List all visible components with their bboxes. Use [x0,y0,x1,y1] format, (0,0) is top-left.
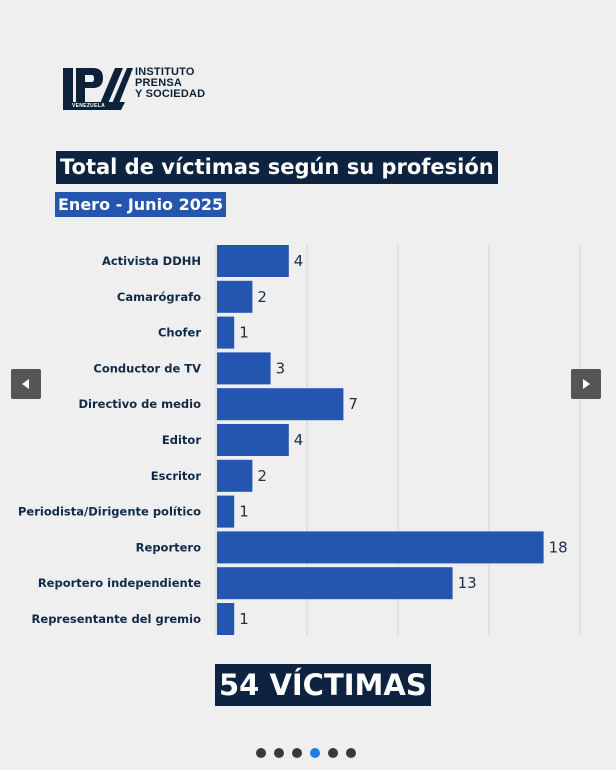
carousel-dot[interactable] [256,748,266,758]
bar [217,245,289,277]
ipys-logo-mark [63,68,133,110]
category-label: Escritor [151,469,202,483]
bar [217,531,544,564]
chart-title: Total de víctimas según su profesión [56,151,498,184]
bar [217,388,344,421]
value-label: 2 [257,288,267,306]
category-label: Editor [162,433,201,447]
bar-chart: Activista DDHH 4 Camarógrafo 2 Chofer 1 Conduc… [18,244,581,636]
bar [217,459,253,492]
logo-subtext: VENEZUELA [72,103,105,109]
value-label: 1 [239,503,249,521]
category-label: Activista DDHH [102,254,201,268]
total-victims: 54 VÍCTIMAS [215,664,431,706]
value-label: 18 [549,538,568,556]
value-label: 4 [294,431,304,449]
category-label: Reportero independiente [38,576,201,590]
bar [217,280,253,313]
value-label: 3 [276,359,286,377]
bar [217,352,271,385]
bar [217,603,235,635]
bar [217,316,235,349]
category-label: Chofer [158,326,201,340]
logo-line-3: Y SOCIEDAD [135,88,206,100]
category-label: Representante del gremio [32,612,202,626]
ipys-logo: VENEZUELA INSTITUTO PRENSA Y SOCIEDAD [63,66,213,112]
chart-subtitle: Enero - Junio 2025 [55,192,227,217]
bar [217,424,289,456]
category-label: Periodista/Dirigente político [18,505,201,519]
value-label: 4 [294,252,304,270]
carousel-dot[interactable] [346,748,356,758]
value-label: 1 [239,324,249,342]
logo-line-1: INSTITUTO [135,66,195,78]
carousel-dot[interactable] [292,748,302,758]
logo-wordmark: INSTITUTO PRENSA Y SOCIEDAD [135,67,205,100]
carousel-dots [256,748,356,758]
value-label: 2 [257,467,267,485]
chevron-right-icon [583,379,590,389]
value-label: 1 [239,610,249,628]
bar [217,495,235,528]
carousel-dot[interactable] [328,748,338,758]
prev-slide-button[interactable] [11,369,41,399]
bar [217,567,453,600]
carousel-dot-active[interactable] [310,748,320,758]
category-label: Directivo de medio [78,397,201,411]
next-slide-button[interactable] [571,369,601,399]
category-label: Conductor de TV [93,361,201,375]
category-label: Camarógrafo [117,290,201,304]
logo-line-2: PRENSA [135,77,183,89]
value-label: 13 [458,574,477,592]
category-label: Reportero [136,540,201,554]
chevron-left-icon [22,379,29,389]
value-label: 7 [348,395,358,413]
carousel-dot[interactable] [274,748,284,758]
